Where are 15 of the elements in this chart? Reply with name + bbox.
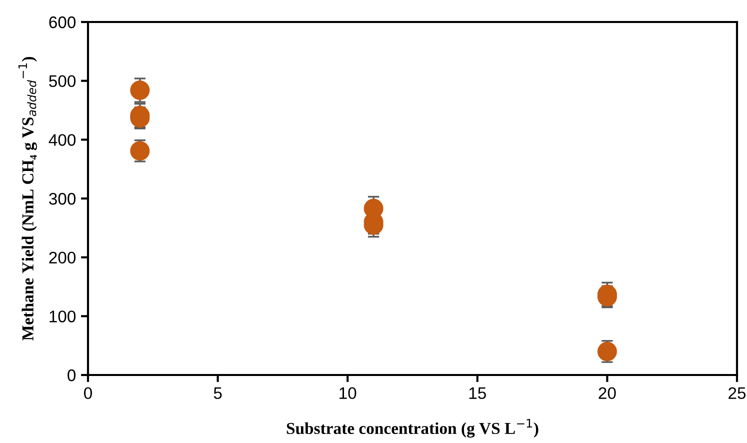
x-axis-title: Substrate concentration (g VS L$^{−1}$) [286, 419, 538, 438]
x-tick-label: 10 [340, 387, 356, 400]
x-tick-label: 15 [469, 387, 486, 400]
y-tick-label: 100 [50, 310, 76, 322]
y-tick-label: 200 [49, 252, 76, 264]
x-tick-label: 0 [84, 387, 92, 400]
y-axis-title: Methane Yield (NmL CH₄ g VS$_{added}$$^{−1}$) [18, 56, 38, 340]
x-tick-label: 20 [598, 387, 616, 400]
x-tick-label: 25 [728, 387, 746, 400]
y-tick-label: 0 [68, 369, 76, 382]
y-tick-label: 500 [49, 75, 76, 88]
x-tick-label: 5 [214, 387, 222, 400]
y-tick-label: 400 [48, 134, 76, 146]
y-tick-label: 300 [49, 192, 76, 205]
y-tick-label: 600 [49, 16, 76, 28]
